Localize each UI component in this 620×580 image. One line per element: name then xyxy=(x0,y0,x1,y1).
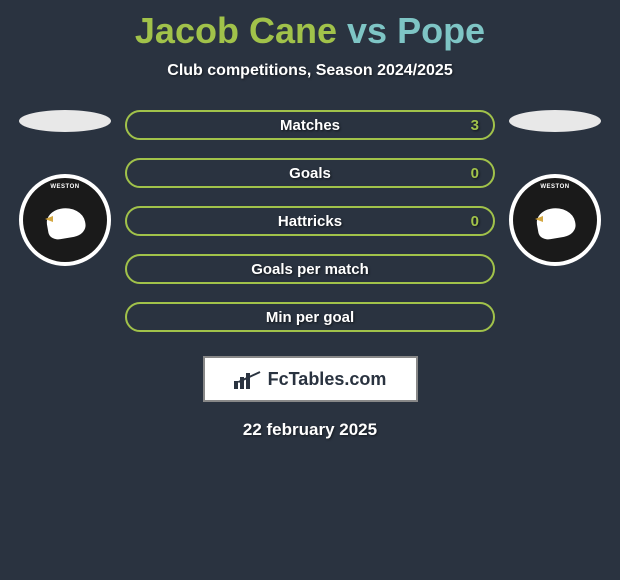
player1-name: Jacob Cane xyxy=(135,10,337,51)
seagull-icon xyxy=(45,200,85,240)
brand-box: FcTables.com xyxy=(203,356,418,402)
comparison-title: Jacob Cane vs Pope xyxy=(0,0,620,52)
stat-label: Goals per match xyxy=(251,261,369,278)
brand-text: FcTables.com xyxy=(268,369,387,390)
left-club-logo: WESTON xyxy=(19,174,111,266)
date-text: 22 february 2025 xyxy=(0,420,620,440)
chart-line-icon xyxy=(237,371,260,383)
stat-label: Min per goal xyxy=(266,309,354,326)
club-logo-inner: WESTON xyxy=(23,178,107,262)
stat-bar-min-per-goal: Min per goal xyxy=(125,302,495,332)
stat-value-right: 3 xyxy=(471,117,479,134)
stat-value-right: 0 xyxy=(471,165,479,182)
stat-bar-goals-per-match: Goals per match xyxy=(125,254,495,284)
seagull-icon xyxy=(535,200,575,240)
player2-name: Pope xyxy=(397,10,485,51)
stat-bar-hattricks: Hattricks 0 xyxy=(125,206,495,236)
right-ellipse-placeholder xyxy=(509,110,601,132)
stat-bar-goals: Goals 0 xyxy=(125,158,495,188)
content-row: WESTON Matches 3 Goals 0 Hattricks 0 Goa… xyxy=(0,110,620,332)
club-logo-inner: WESTON xyxy=(513,178,597,262)
stat-label: Hattricks xyxy=(278,213,342,230)
club-logo-text-top: WESTON xyxy=(513,184,597,190)
stat-label: Matches xyxy=(280,117,340,134)
club-logo-text-top: WESTON xyxy=(23,184,107,190)
stats-column: Matches 3 Goals 0 Hattricks 0 Goals per … xyxy=(115,110,505,332)
left-ellipse-placeholder xyxy=(19,110,111,132)
right-club-logo: WESTON xyxy=(509,174,601,266)
stat-value-right: 0 xyxy=(471,213,479,230)
left-side: WESTON xyxy=(15,110,115,266)
subtitle: Club competitions, Season 2024/2025 xyxy=(0,62,620,80)
chart-icon xyxy=(234,369,262,389)
vs-text: vs xyxy=(347,10,387,51)
stat-bar-matches: Matches 3 xyxy=(125,110,495,140)
stat-label: Goals xyxy=(289,165,331,182)
right-side: WESTON xyxy=(505,110,605,266)
